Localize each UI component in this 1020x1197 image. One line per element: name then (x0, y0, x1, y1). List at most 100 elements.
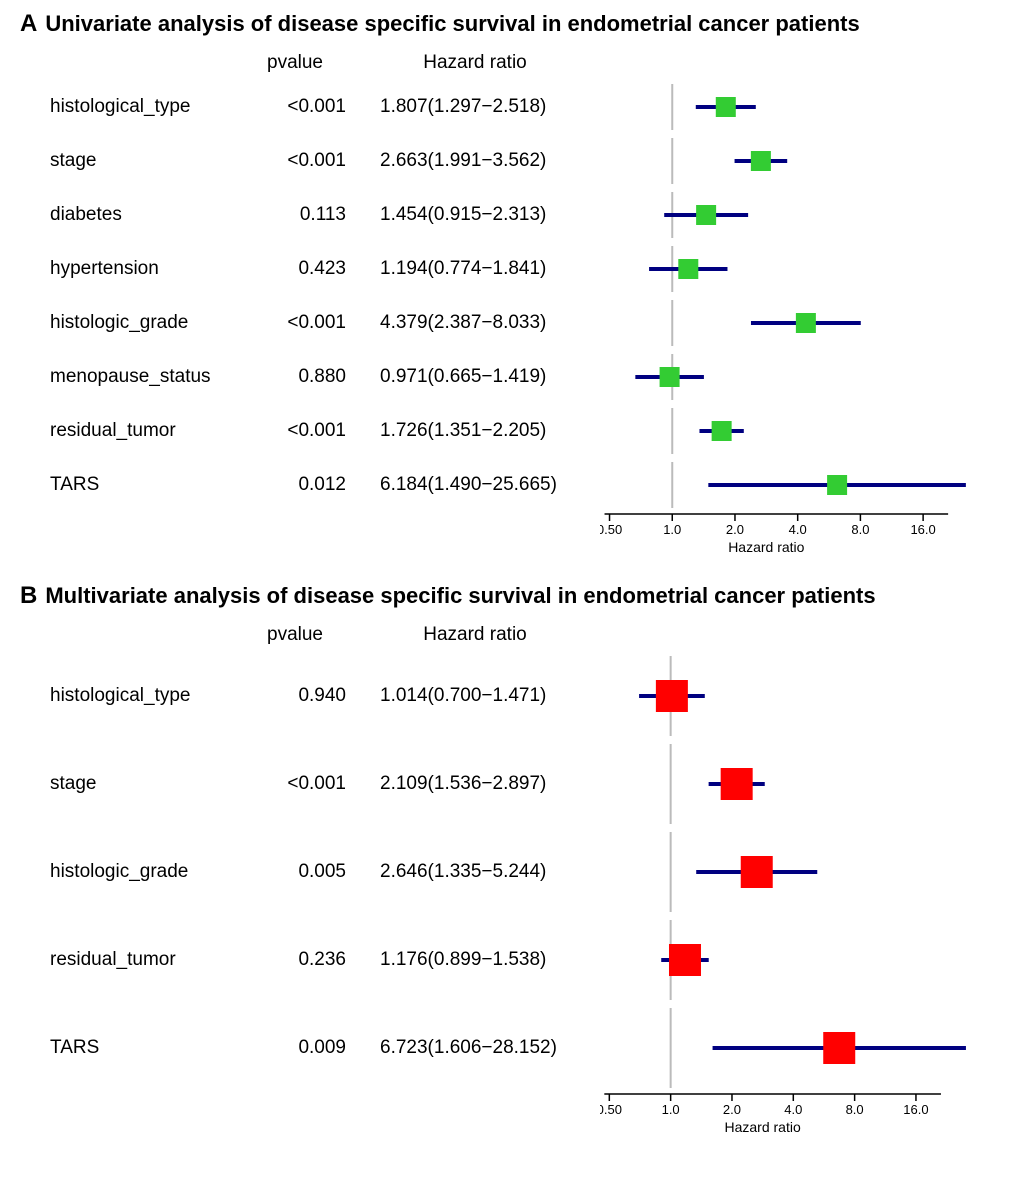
hr-cell: 6.184(1.490−25.665) (350, 458, 600, 512)
forest-row-svg (600, 656, 980, 736)
pvalue-cell: <0.001 (240, 740, 350, 828)
variable-cell: histological_type (20, 652, 240, 740)
axis-area: 0.501.02.04.08.016.0Hazard ratio (600, 512, 980, 562)
hr-marker (669, 944, 701, 976)
forest-row-plot (600, 192, 980, 238)
variable-cell: diabetes (20, 188, 240, 242)
axis-tick-label: 16.0 (903, 1102, 928, 1117)
hr-marker (751, 151, 771, 171)
axis-area: 0.501.02.04.08.016.0Hazard ratio (600, 1092, 980, 1142)
forest-row-svg (600, 192, 980, 238)
axis-tick-label: 4.0 (784, 1102, 802, 1117)
forest-row-plot (600, 656, 980, 736)
panel-title-row: BMultivariate analysis of disease specif… (20, 582, 1000, 610)
axis-label: Hazard ratio (728, 539, 804, 555)
pvalue-cell: 0.009 (240, 1004, 350, 1092)
header-pvalue: pvalue (240, 46, 350, 80)
variable-cell: hypertension (20, 242, 240, 296)
axis-svg: 0.501.02.04.08.016.0Hazard ratio (600, 1092, 980, 1142)
forest-row-svg (600, 354, 980, 400)
hr-cell: 1.807(1.297−2.518) (350, 80, 600, 134)
variable-cell: residual_tumor (20, 404, 240, 458)
variable-cell: stage (20, 740, 240, 828)
pvalue-cell: <0.001 (240, 80, 350, 134)
header-empty (20, 629, 240, 641)
forest-row-plot (600, 138, 980, 184)
axis-tick-label: 1.0 (662, 1102, 680, 1117)
forest-row-svg (600, 300, 980, 346)
forest-row-svg (600, 920, 980, 1000)
panel-title: Univariate analysis of disease specific … (45, 11, 859, 37)
header-hr: Hazard ratio (350, 618, 600, 652)
forest-row-svg (600, 462, 980, 508)
hr-marker (660, 367, 680, 387)
header-hr: Hazard ratio (350, 46, 600, 80)
header-empty (20, 57, 240, 69)
figure-root: AUnivariate analysis of disease specific… (0, 0, 1020, 1152)
forest-row-plot (600, 832, 980, 912)
panel-A: AUnivariate analysis of disease specific… (0, 0, 1020, 572)
hr-marker (656, 680, 688, 712)
variable-cell: residual_tumor (20, 916, 240, 1004)
axis-tick-label: 0.50 (600, 522, 622, 537)
forest-row-plot (600, 744, 980, 824)
pvalue-cell: 0.423 (240, 242, 350, 296)
panel-B: BMultivariate analysis of disease specif… (0, 572, 1020, 1152)
axis-tick-label: 8.0 (846, 1102, 864, 1117)
hr-marker (741, 856, 773, 888)
forest-row-plot (600, 920, 980, 1000)
variable-cell: histologic_grade (20, 828, 240, 916)
hr-cell: 1.014(0.700−1.471) (350, 652, 600, 740)
hr-cell: 1.726(1.351−2.205) (350, 404, 600, 458)
variable-cell: TARS (20, 1004, 240, 1092)
forest-row-plot (600, 408, 980, 454)
hr-marker (721, 768, 753, 800)
hr-cell: 0.971(0.665−1.419) (350, 350, 600, 404)
pvalue-cell: <0.001 (240, 404, 350, 458)
hr-cell: 6.723(1.606−28.152) (350, 1004, 600, 1092)
forest-row-plot (600, 1008, 980, 1088)
axis-tick-label: 16.0 (910, 522, 935, 537)
forest-row-svg (600, 246, 980, 292)
hr-cell: 4.379(2.387−8.033) (350, 296, 600, 350)
axis-tick-label: 0.50 (600, 1102, 622, 1117)
hr-marker (678, 259, 698, 279)
header-plot (600, 629, 980, 641)
pvalue-cell: <0.001 (240, 134, 350, 188)
forest-row-svg (600, 408, 980, 454)
header-pvalue: pvalue (240, 618, 350, 652)
pvalue-cell: 0.236 (240, 916, 350, 1004)
hr-cell: 1.194(0.774−1.841) (350, 242, 600, 296)
forest-table: pvalueHazard ratiohistological_type<0.00… (20, 46, 1000, 562)
panel-title-row: AUnivariate analysis of disease specific… (20, 10, 1000, 38)
hr-cell: 2.109(1.536−2.897) (350, 740, 600, 828)
hr-marker (712, 421, 732, 441)
axis-tick-label: 2.0 (726, 522, 744, 537)
pvalue-cell: 0.012 (240, 458, 350, 512)
variable-cell: TARS (20, 458, 240, 512)
forest-row-plot (600, 462, 980, 508)
hr-cell: 2.646(1.335−5.244) (350, 828, 600, 916)
variable-cell: histologic_grade (20, 296, 240, 350)
variable-cell: histological_type (20, 80, 240, 134)
hr-cell: 2.663(1.991−3.562) (350, 134, 600, 188)
forest-row-plot (600, 84, 980, 130)
axis-svg: 0.501.02.04.08.016.0Hazard ratio (600, 512, 980, 562)
variable-cell: stage (20, 134, 240, 188)
pvalue-cell: 0.940 (240, 652, 350, 740)
forest-row-svg (600, 138, 980, 184)
forest-row-svg (600, 832, 980, 912)
axis-tick-label: 1.0 (663, 522, 681, 537)
pvalue-cell: <0.001 (240, 296, 350, 350)
pvalue-cell: 0.113 (240, 188, 350, 242)
hr-marker (827, 475, 847, 495)
hr-marker (796, 313, 816, 333)
axis-tick-label: 8.0 (851, 522, 869, 537)
variable-cell: menopause_status (20, 350, 240, 404)
forest-table: pvalueHazard ratio histological_type0.940… (20, 618, 1000, 1142)
hr-cell: 1.454(0.915−2.313) (350, 188, 600, 242)
hr-marker (823, 1032, 855, 1064)
forest-row-svg (600, 744, 980, 824)
hr-marker (696, 205, 716, 225)
panel-letter: B (20, 582, 37, 610)
